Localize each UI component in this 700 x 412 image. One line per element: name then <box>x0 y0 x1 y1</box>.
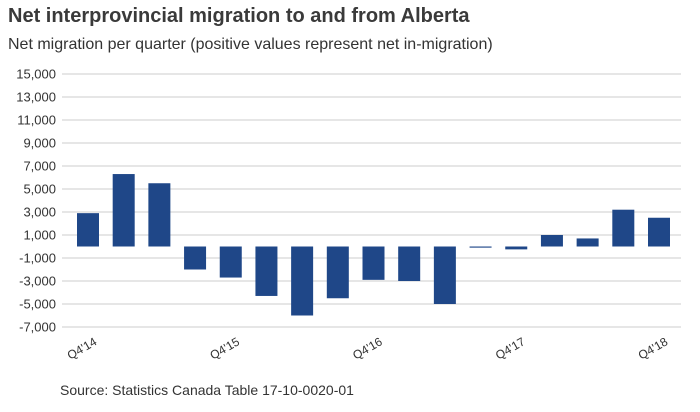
bar-q1-18 <box>540 235 563 247</box>
y-tick-label: 3,000 <box>23 205 56 220</box>
bars <box>77 174 670 316</box>
y-tick-label: 1,000 <box>23 228 56 243</box>
x-tick-label: Q4'16 <box>350 334 385 362</box>
x-tick-label: Q4'17 <box>493 334 528 362</box>
y-tick-label: 5,000 <box>23 182 56 197</box>
bar-q1-16 <box>255 246 278 296</box>
y-tick-label: 13,000 <box>16 90 56 105</box>
bar-q2-18 <box>576 238 599 247</box>
bar-q3-18 <box>612 209 635 247</box>
bar-q4-18 <box>648 217 670 247</box>
y-tick-label: -1,000 <box>19 251 56 266</box>
bar-q2-16 <box>291 246 314 316</box>
bar-q1-15 <box>112 174 135 247</box>
x-tick-label: Q4'15 <box>208 334 243 362</box>
bar-q4-14 <box>77 213 99 247</box>
bar-q2-17 <box>433 246 456 304</box>
x-tick-label: Q4'14 <box>65 334 100 362</box>
bar-q3-17 <box>469 246 492 248</box>
y-axis-labels: 15,000 13,000 11,000 9,000 7,000 5,000 3,000 1,… <box>16 67 56 335</box>
gridlines <box>62 73 681 328</box>
bar-q1-17 <box>398 246 421 281</box>
bar-q4-16 <box>362 246 385 280</box>
y-tick-label: -5,000 <box>19 297 56 312</box>
source-note: Source: Statistics Canada Table 17-10-00… <box>60 382 354 398</box>
y-tick-label: 11,000 <box>17 113 56 128</box>
x-axis-labels: Q4'14 Q4'15 Q4'16 Q4'17 Q4'18 <box>65 334 671 362</box>
y-tick-label: 7,000 <box>23 159 56 174</box>
y-tick-label: -7,000 <box>19 320 56 335</box>
y-tick-label: -3,000 <box>19 274 56 289</box>
bar-q3-15 <box>184 246 207 270</box>
bar-q4-17 <box>505 246 528 250</box>
chart-title: Net interprovincial migration to and fro… <box>8 5 470 27</box>
chart-subtitle: Net migration per quarter (positive valu… <box>8 36 493 53</box>
bar-q3-16 <box>326 246 349 299</box>
bar-q2-15 <box>148 183 171 247</box>
x-tick-label: Q4'18 <box>636 334 671 362</box>
y-tick-label: 15,000 <box>16 67 56 82</box>
y-tick-label: 9,000 <box>23 136 56 151</box>
bar-q4-15 <box>219 246 242 278</box>
